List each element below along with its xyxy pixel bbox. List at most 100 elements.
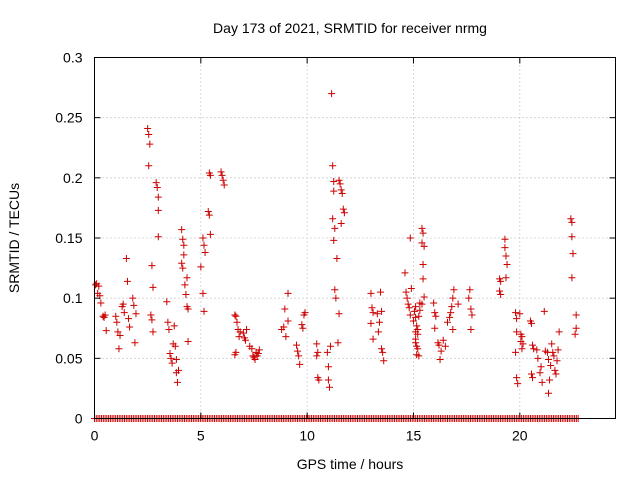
data-point	[548, 340, 556, 348]
data-point	[325, 383, 333, 391]
data-point	[337, 220, 345, 228]
data-point	[163, 298, 171, 306]
data-point	[414, 345, 422, 353]
data-point	[218, 171, 226, 179]
data-point	[501, 244, 509, 252]
data-point	[340, 209, 348, 217]
data-point	[95, 282, 103, 290]
data-point	[219, 176, 227, 184]
y-tick-label: 0	[75, 411, 83, 427]
data-point	[419, 275, 427, 283]
data-point	[518, 333, 526, 341]
data-point	[501, 235, 509, 243]
data-point	[102, 327, 110, 335]
data-point	[183, 274, 191, 282]
data-point	[301, 309, 309, 317]
data-point	[145, 162, 153, 170]
data-point	[178, 259, 186, 267]
data-point	[236, 328, 244, 336]
data-point	[513, 328, 521, 336]
data-point	[122, 254, 130, 262]
data-point	[315, 376, 323, 384]
data-point	[197, 263, 205, 271]
data-point	[179, 264, 187, 272]
data-point	[206, 171, 214, 179]
data-point	[420, 242, 428, 250]
data-point	[174, 366, 182, 374]
data-point	[497, 277, 505, 285]
data-point	[335, 310, 343, 318]
data-point	[367, 289, 375, 297]
data-point	[519, 340, 527, 348]
data-point	[406, 311, 414, 319]
x-tick-label: 15	[406, 428, 422, 444]
x-tick-label: 5	[197, 428, 205, 444]
data-point	[444, 318, 452, 326]
gridlines	[94, 57, 616, 419]
data-point	[403, 294, 411, 302]
chart-title: Day 173 of 2021, SRMTID for receiver nrm…	[213, 20, 487, 36]
data-point	[101, 311, 109, 319]
data-point	[553, 357, 561, 365]
data-point	[449, 325, 457, 333]
y-tick-label: 0.2	[63, 170, 83, 186]
data-point	[555, 328, 563, 336]
data-point	[148, 262, 156, 270]
data-point	[314, 348, 322, 356]
data-point	[569, 250, 577, 258]
data-point	[415, 312, 423, 320]
data-point	[132, 310, 140, 318]
data-point	[419, 260, 427, 268]
data-point	[241, 336, 249, 344]
data-point	[294, 347, 302, 355]
data-point	[254, 350, 262, 358]
data-point	[545, 389, 553, 397]
data-point	[497, 291, 505, 299]
data-point	[233, 318, 241, 326]
data-point	[412, 339, 420, 347]
data-point	[502, 252, 510, 260]
data-point	[232, 348, 240, 356]
data-point	[537, 363, 545, 371]
data-point	[402, 288, 410, 296]
data-point	[205, 211, 213, 219]
data-point	[295, 352, 303, 360]
data-point	[379, 348, 387, 356]
data-point	[512, 348, 520, 356]
data-point	[528, 319, 536, 327]
data-point	[547, 362, 555, 370]
data-point	[568, 218, 576, 226]
data-point	[328, 90, 336, 98]
data-point	[404, 300, 412, 308]
data-point	[513, 315, 521, 323]
data-point	[529, 374, 537, 382]
data-point	[401, 269, 409, 277]
data-point	[334, 339, 342, 347]
data-point	[239, 329, 247, 337]
data-point	[431, 324, 439, 332]
data-point	[572, 324, 580, 332]
data-point	[204, 208, 212, 216]
data-point	[503, 260, 511, 268]
data-point	[129, 294, 137, 302]
x-axis-label: GPS time / hours	[297, 456, 404, 472]
data-point	[144, 124, 152, 132]
data-point	[298, 321, 306, 329]
data-point	[571, 330, 579, 338]
data-point	[450, 286, 458, 294]
data-point	[231, 311, 239, 319]
data-point	[530, 345, 538, 353]
data-point	[431, 309, 439, 317]
data-point	[432, 312, 440, 320]
data-point	[332, 294, 340, 302]
data-point	[313, 340, 321, 348]
data-point	[299, 324, 307, 332]
data-point	[369, 309, 377, 317]
data-point	[413, 322, 421, 330]
data-point	[284, 289, 292, 297]
data-point	[166, 350, 174, 358]
data-point	[171, 342, 179, 350]
data-point	[516, 310, 524, 318]
data-point	[296, 360, 304, 368]
data-point	[380, 357, 388, 365]
